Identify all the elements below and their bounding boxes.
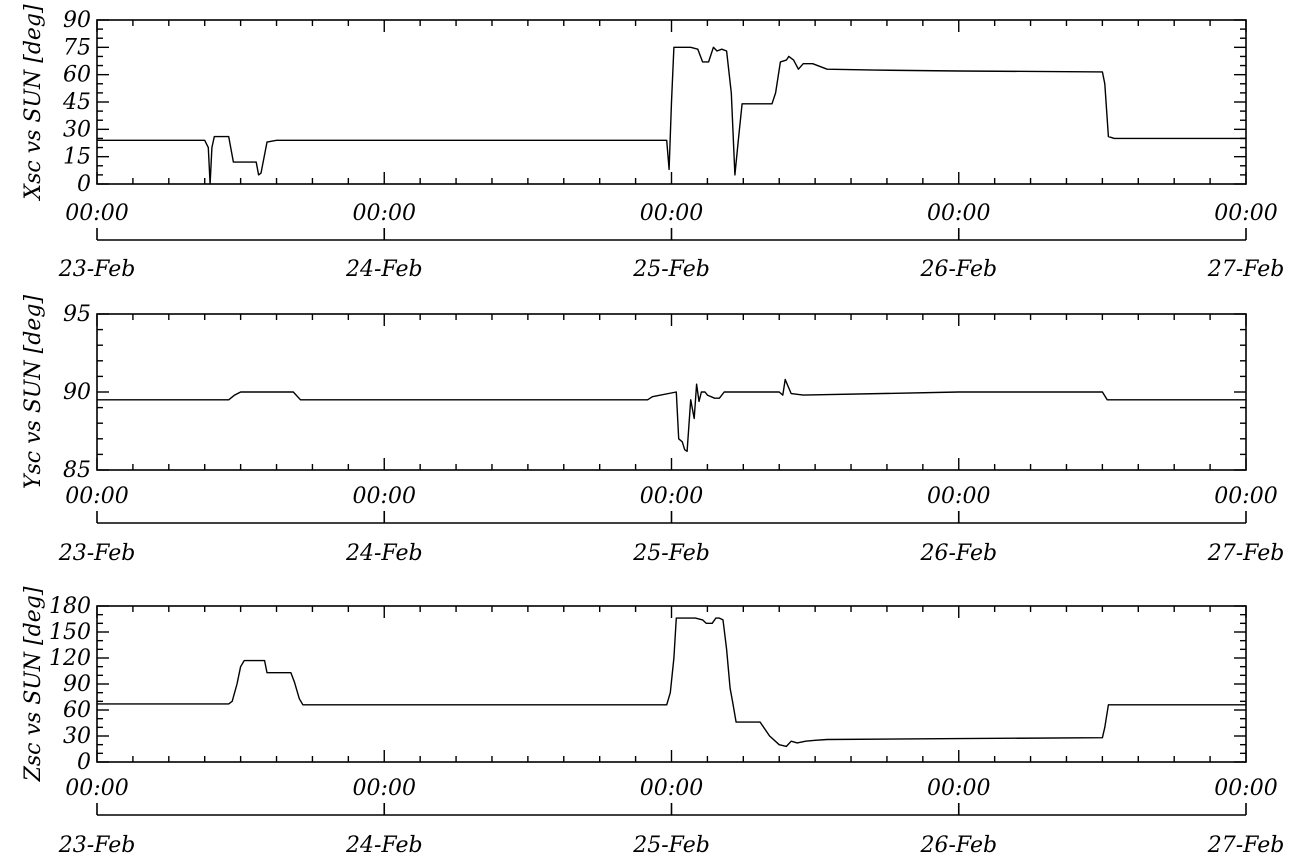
- x-date-tick-label: 23-Feb: [58, 257, 136, 282]
- x-time-tick-label: 00:00: [353, 484, 416, 509]
- x-date-tick-label: 26-Feb: [919, 833, 997, 858]
- x-time-tick-label: 00:00: [927, 201, 990, 226]
- y-tick-label: 90: [63, 380, 91, 405]
- y-tick-label: 85: [63, 458, 91, 483]
- x-date-tick-label: 25-Feb: [632, 541, 710, 566]
- y-tick-label: 120: [49, 646, 91, 671]
- y-tick-label: 30: [63, 724, 91, 749]
- y-axis-label: Zsc vs SUN [deg]: [21, 586, 46, 782]
- x-time-tick-label: 00:00: [65, 201, 128, 226]
- x-date-tick-label: 23-Feb: [58, 541, 136, 566]
- x-date-tick-label: 27-Feb: [1207, 257, 1285, 282]
- x-time-tick-label: 00:00: [640, 776, 703, 801]
- x-time-tick-label: 00:00: [1214, 484, 1277, 509]
- x-time-tick-label: 00:00: [65, 776, 128, 801]
- x-time-tick-label: 00:00: [65, 484, 128, 509]
- x-date-tick-label: 23-Feb: [58, 833, 136, 858]
- x-time-tick-label: 00:00: [353, 201, 416, 226]
- series-line: [97, 618, 1246, 746]
- x-date-tick-label: 27-Feb: [1207, 833, 1285, 858]
- x-date-tick-label: 25-Feb: [632, 257, 710, 282]
- y-tick-label: 75: [63, 35, 91, 60]
- chart-panel-2: 85 90 95 Ysc vs SUN [deg] 00:00 00:00 00:00 00:…: [21, 295, 1284, 566]
- y-tick-label: 0: [77, 172, 91, 197]
- y-tick-label: 90: [63, 8, 91, 33]
- y-axis-label: Ysc vs SUN [deg]: [21, 295, 46, 489]
- y-tick-label: 180: [49, 594, 91, 619]
- x-time-tick-label: 00:00: [353, 776, 416, 801]
- y-tick-label: 15: [63, 145, 91, 170]
- x-date-tick-label: 27-Feb: [1207, 541, 1285, 566]
- x-date-tick-label: 24-Feb: [345, 257, 423, 282]
- y-tick-label: 30: [63, 117, 91, 142]
- y-tick-label: 0: [77, 750, 91, 775]
- x-time-tick-label: 00:00: [927, 484, 990, 509]
- y-tick-label: 90: [63, 672, 91, 697]
- x-time-tick-label: 00:00: [1214, 201, 1277, 226]
- y-tick-label: 95: [63, 302, 91, 327]
- x-time-tick-label: 00:00: [1214, 776, 1277, 801]
- y-tick-label: 60: [63, 698, 91, 723]
- series-line: [97, 47, 1246, 184]
- y-axis-label: Xsc vs SUN [deg]: [21, 4, 46, 202]
- x-date-tick-label: 26-Feb: [919, 541, 997, 566]
- x-date-tick-label: 24-Feb: [345, 541, 423, 566]
- y-tick-label: 45: [62, 90, 91, 115]
- series-line: [97, 380, 1246, 452]
- x-time-tick-label: 00:00: [640, 484, 703, 509]
- x-date-tick-label: 26-Feb: [919, 257, 997, 282]
- y-tick-label: 150: [49, 620, 91, 645]
- x-time-tick-label: 00:00: [927, 776, 990, 801]
- x-time-tick-label: 00:00: [640, 201, 703, 226]
- x-date-tick-label: 25-Feb: [632, 833, 710, 858]
- y-tick-label: 60: [63, 63, 91, 88]
- x-date-tick-label: 24-Feb: [345, 833, 423, 858]
